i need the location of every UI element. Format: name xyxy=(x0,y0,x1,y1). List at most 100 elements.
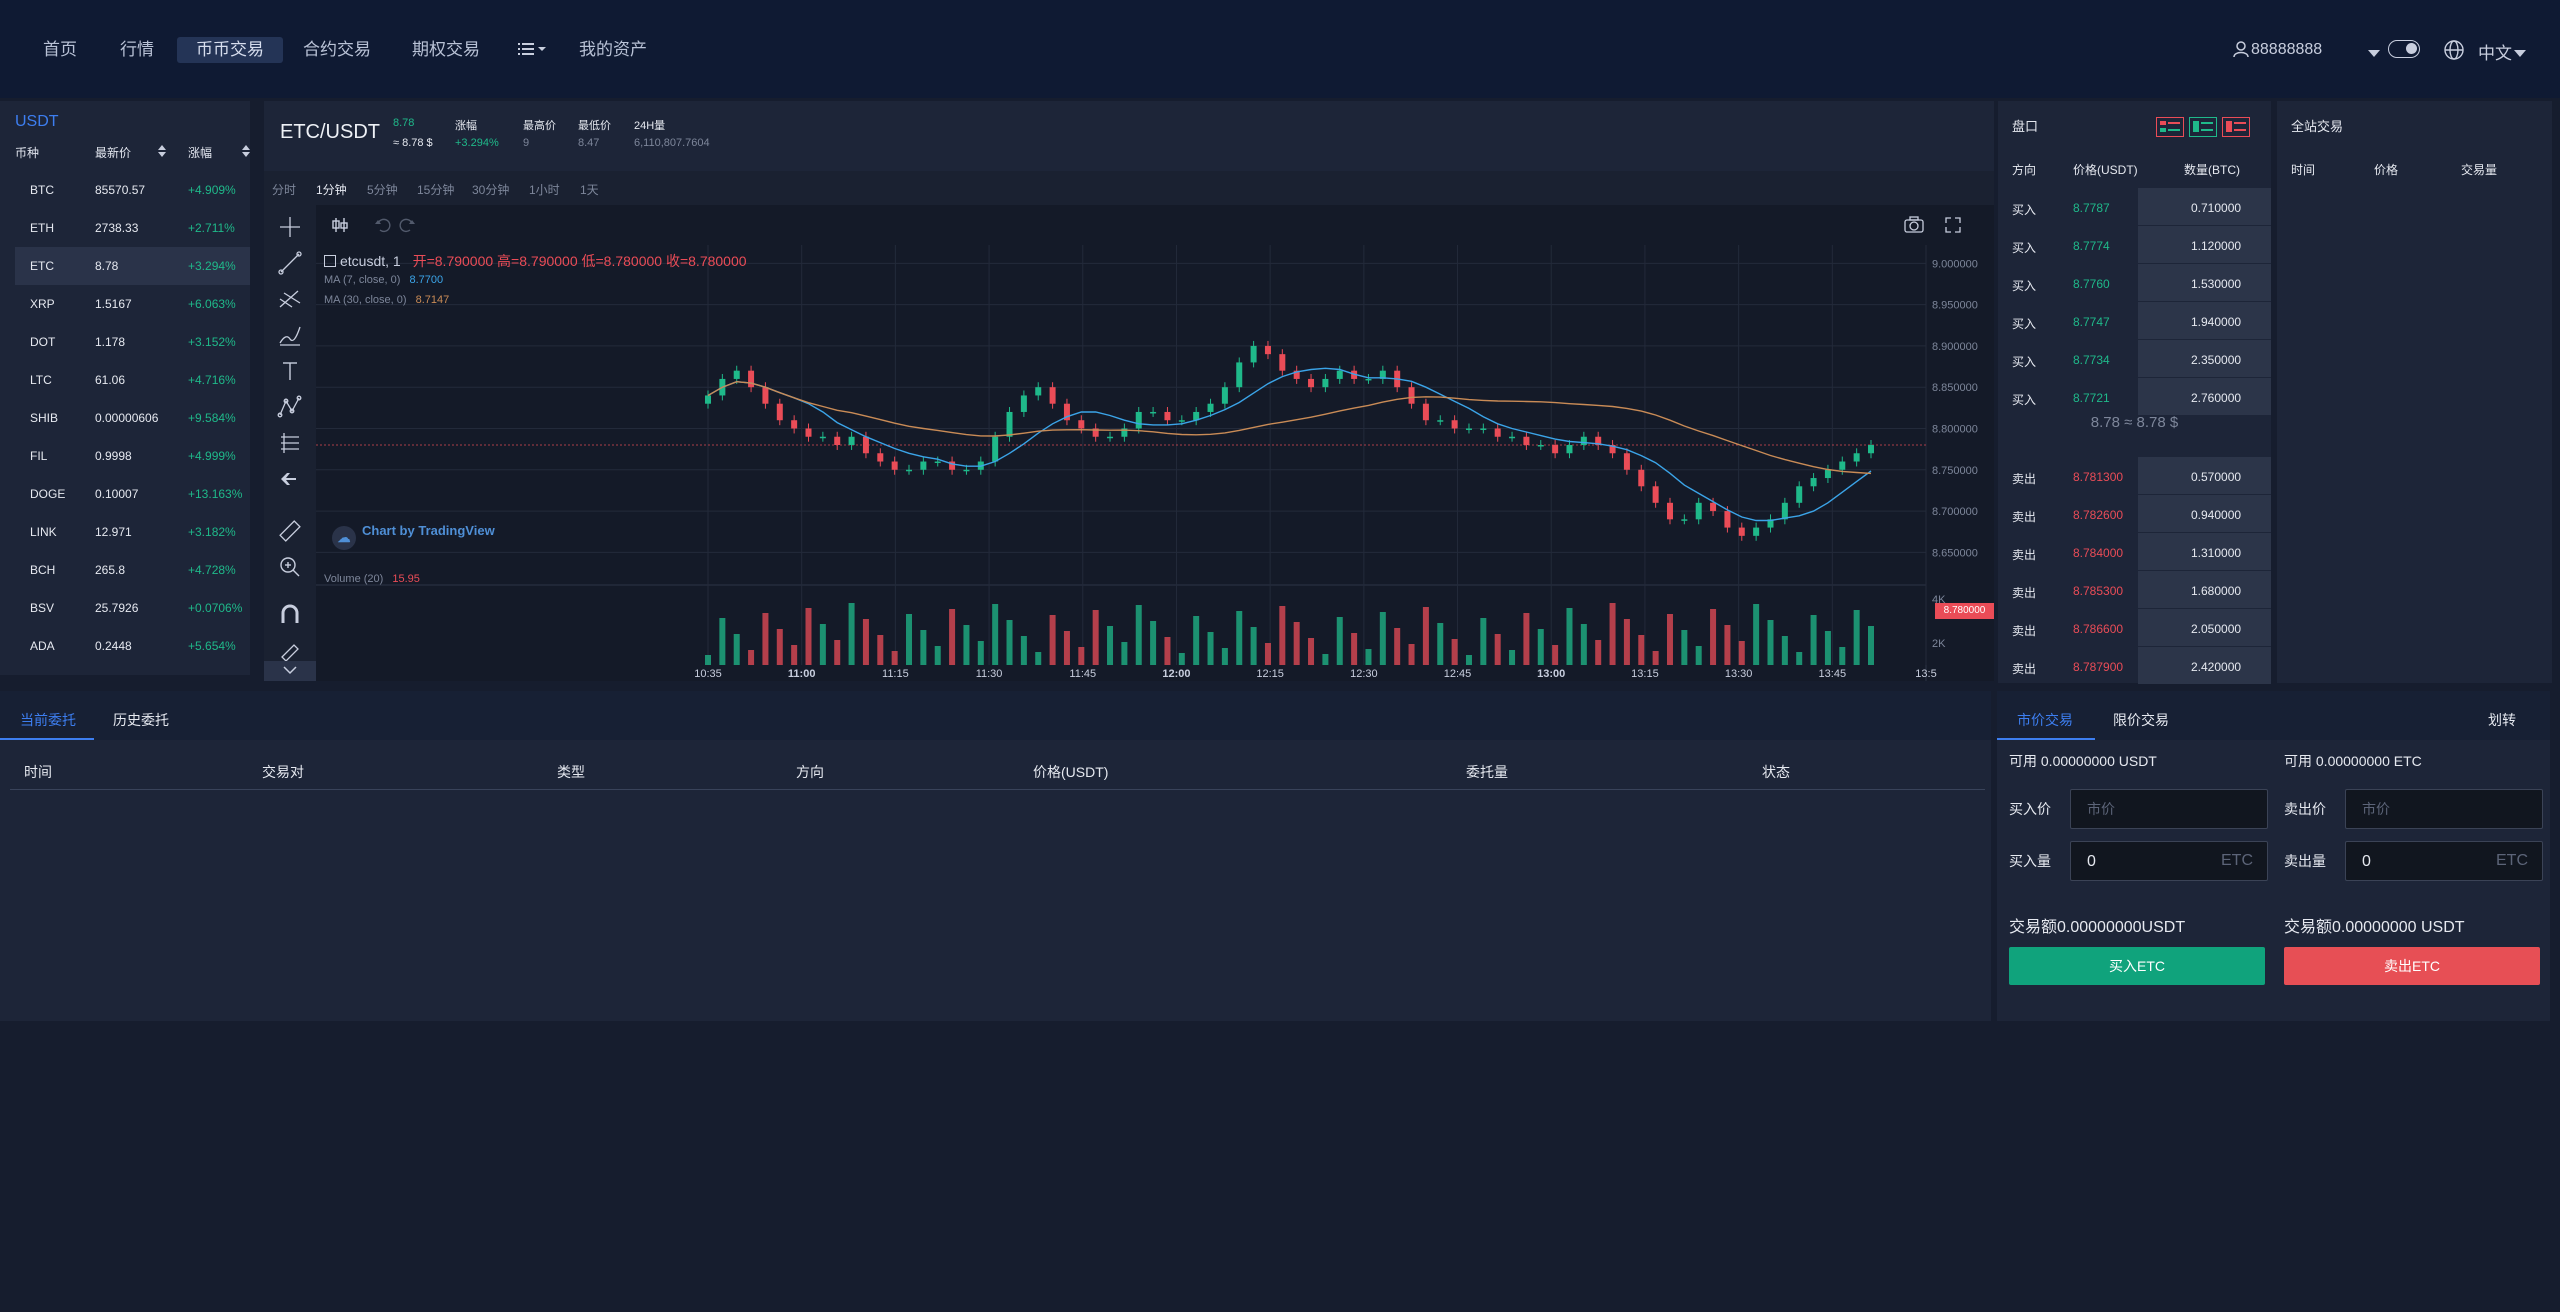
coin-row[interactable]: DOGE 0.10007 +13.163% xyxy=(15,475,250,513)
timeframe-option[interactable]: 1分钟 xyxy=(316,183,347,197)
book-view-both-icon[interactable] xyxy=(2156,117,2184,142)
bid-row[interactable]: 买入 8.7721 2.760000 xyxy=(1998,378,2271,416)
camera-icon[interactable] xyxy=(1903,215,1925,240)
legend-toggle-icon[interactable] xyxy=(324,255,336,267)
text-tool-icon[interactable] xyxy=(276,357,304,385)
sell-button[interactable]: 卖出ETC xyxy=(2284,947,2540,985)
transfer-link[interactable]: 划转 xyxy=(2488,712,2516,728)
coin-row[interactable]: LTC 61.06 +4.716% xyxy=(15,361,250,399)
timeframe-option[interactable]: 分时 xyxy=(272,183,297,197)
sell-qty-field[interactable]: ETC xyxy=(2345,841,2543,882)
brush-icon[interactable] xyxy=(276,321,304,349)
volume-bar xyxy=(1509,650,1516,665)
prediction-icon[interactable] xyxy=(276,429,304,457)
tab-order-history[interactable]: 历史委托 xyxy=(113,712,169,728)
book-view-sell-icon[interactable] xyxy=(2222,117,2250,142)
tradingview-chart[interactable]: 分时 1分钟 5分钟 15分钟 30分钟 1小时 1天 9.000000 8.950000 8.… xyxy=(264,171,1994,681)
buy-qty-field[interactable]: ETC xyxy=(2070,841,2268,882)
buy-price-input[interactable] xyxy=(2085,790,2209,830)
sell-qty-input[interactable] xyxy=(2360,842,2484,882)
ask-row[interactable]: 卖出 8.786600 2.050000 xyxy=(1998,609,2271,647)
ask-row[interactable]: 卖出 8.787900 2.420000 xyxy=(1998,647,2271,685)
theme-toggle[interactable] xyxy=(2388,40,2420,58)
sell-price-field[interactable] xyxy=(2345,789,2543,830)
caret-down-icon[interactable] xyxy=(2368,45,2380,57)
tab-active-underline xyxy=(0,738,94,740)
timeframe-option[interactable]: 1天 xyxy=(580,183,599,197)
pair-title[interactable]: ETC/USDT xyxy=(280,121,380,143)
zoom-in-icon[interactable] xyxy=(276,553,304,581)
ma7-line xyxy=(707,367,1872,522)
crosshair-icon[interactable] xyxy=(276,213,304,241)
tab-market-order[interactable]: 市价交易 xyxy=(2017,712,2073,728)
sort-price-icon[interactable] xyxy=(158,144,166,163)
tradingview-watermark[interactable]: ☁ Chart by TradingView xyxy=(332,523,495,550)
book-view-buy-icon[interactable] xyxy=(2189,117,2217,142)
bid-row[interactable]: 买入 8.7734 2.350000 xyxy=(1998,340,2271,378)
buy-price-field[interactable] xyxy=(2070,789,2268,830)
tab-limit-order[interactable]: 限价交易 xyxy=(2113,712,2169,728)
nav-home[interactable]: 首页 xyxy=(43,40,77,59)
ruler-icon[interactable] xyxy=(276,517,304,545)
language-caret-icon[interactable] xyxy=(2514,45,2526,57)
language-select[interactable]: 中文 xyxy=(2478,44,2512,63)
coin-row[interactable]: BSV 25.7926 +0.0706% xyxy=(15,589,250,627)
pattern-icon[interactable] xyxy=(276,393,304,421)
coin-row[interactable]: FIL 0.9998 +4.999% xyxy=(15,437,250,475)
coin-row[interactable]: DOT 1.178 +3.152% xyxy=(15,323,250,361)
sort-change-icon[interactable] xyxy=(242,144,250,163)
volume-bar xyxy=(1379,612,1386,665)
list-menu-icon[interactable] xyxy=(518,40,550,60)
candlestick-plot[interactable]: 9.000000 8.950000 8.900000 8.850000 8.800000… xyxy=(316,245,1994,681)
chart-type-icon[interactable] xyxy=(330,215,350,240)
toolbar-collapse-icon[interactable] xyxy=(264,661,316,681)
candle-body xyxy=(920,461,927,470)
nav-spot-trading[interactable]: 币币交易 xyxy=(177,37,283,63)
nav-market[interactable]: 行情 xyxy=(120,40,154,59)
fullscreen-icon[interactable] xyxy=(1943,215,1963,240)
timeframe-option[interactable]: 1小时 xyxy=(529,183,560,197)
nav-options-trading[interactable]: 期权交易 xyxy=(412,40,480,59)
coin-row[interactable]: ADA 0.2448 +5.654% xyxy=(15,627,250,665)
tab-current-orders[interactable]: 当前委托 xyxy=(20,712,76,728)
lock-drawing-icon[interactable] xyxy=(276,635,304,663)
sell-qty-label: 卖出量 xyxy=(2284,853,2326,869)
ask-row[interactable]: 卖出 8.785300 1.680000 xyxy=(1998,571,2271,609)
bid-row[interactable]: 买入 8.7760 1.530000 xyxy=(1998,264,2271,302)
undo-icon[interactable] xyxy=(372,215,392,240)
redo-icon[interactable] xyxy=(398,215,418,240)
magnet-icon[interactable] xyxy=(276,601,304,629)
back-arrow-icon[interactable] xyxy=(276,465,304,493)
timeframe-option[interactable]: 5分钟 xyxy=(367,183,398,197)
change-header[interactable]: 涨幅 xyxy=(188,146,213,160)
price-header[interactable]: 最新价 xyxy=(95,146,132,160)
user-id[interactable]: 88888888 xyxy=(2251,41,2323,58)
bid-row[interactable]: 买入 8.7774 1.120000 xyxy=(1998,226,2271,264)
bid-row[interactable]: 买入 8.7747 1.940000 xyxy=(1998,302,2271,340)
timeframe-option[interactable]: 15分钟 xyxy=(417,183,455,197)
bid-row[interactable]: 买入 8.7787 0.710000 xyxy=(1998,188,2271,226)
quote-currency-title[interactable]: USDT xyxy=(15,113,59,130)
user-icon[interactable] xyxy=(2232,40,2250,58)
coin-row[interactable]: XRP 1.5167 +6.063% xyxy=(15,285,250,323)
nav-my-assets[interactable]: 我的资产 xyxy=(579,40,647,59)
coin-row[interactable]: BCH 265.8 +4.728% xyxy=(15,551,250,589)
timeframe-option[interactable]: 30分钟 xyxy=(472,183,510,197)
globe-icon[interactable] xyxy=(2443,39,2465,61)
coin-row[interactable]: BTC 85570.57 +4.909% xyxy=(15,171,250,209)
candle-body xyxy=(1279,354,1286,371)
coin-row[interactable]: ETH 2738.33 +2.711% xyxy=(15,209,250,247)
trend-line-icon[interactable] xyxy=(276,249,304,277)
coin-row[interactable]: SHIB 0.00000606 +9.584% xyxy=(15,399,250,437)
buy-button[interactable]: 买入ETC xyxy=(2009,947,2265,985)
sell-price-input[interactable] xyxy=(2360,790,2484,830)
ask-row[interactable]: 卖出 8.782600 0.940000 xyxy=(1998,495,2271,533)
coin-row[interactable]: LINK 12.971 +3.182% xyxy=(15,513,250,551)
nav-contract-trading[interactable]: 合约交易 xyxy=(303,40,371,59)
book-qty: 2.420000 xyxy=(2191,660,2242,674)
coin-row[interactable]: ETC 8.78 +3.294% xyxy=(15,247,250,285)
pitchfork-icon[interactable] xyxy=(276,285,304,313)
ask-row[interactable]: 卖出 8.784000 1.310000 xyxy=(1998,533,2271,571)
ask-row[interactable]: 卖出 8.781300 0.570000 xyxy=(1998,457,2271,495)
buy-qty-input[interactable] xyxy=(2085,842,2209,882)
